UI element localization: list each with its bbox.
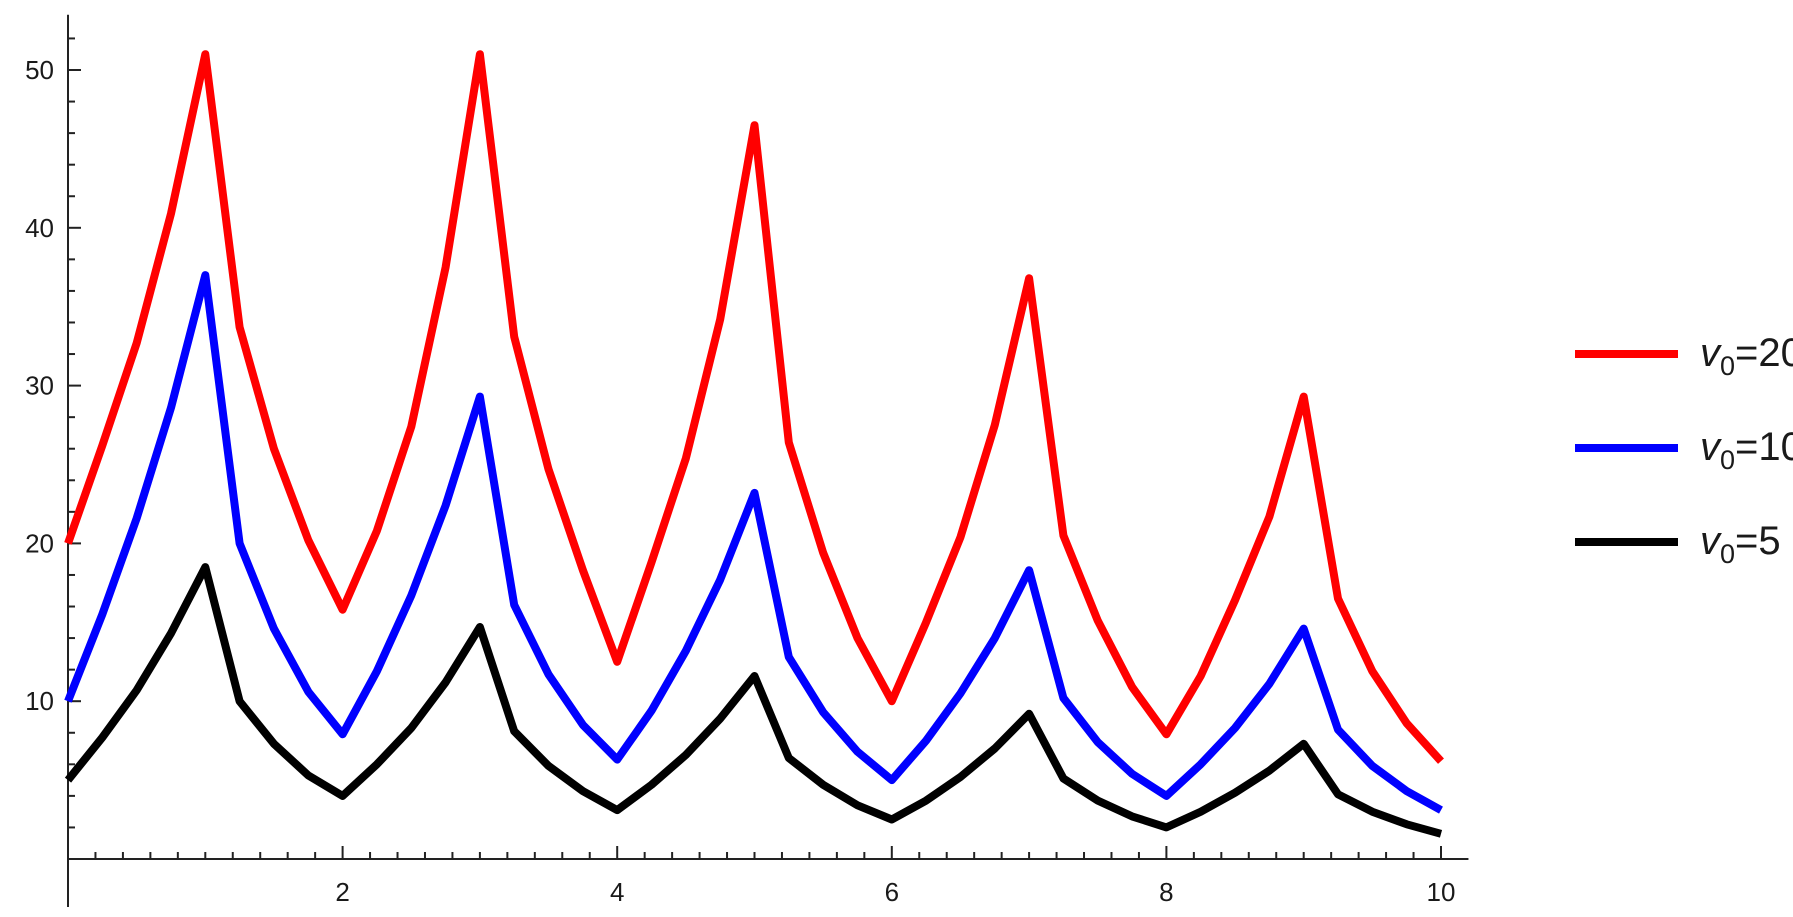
x-tick-label: 2 <box>335 877 349 907</box>
axes: 2 4 6 8 10 10 20 30 40 50 <box>25 14 1469 907</box>
series-line-2 <box>64 271 1443 814</box>
series-line-1 <box>64 50 1444 764</box>
x-tick-label: 10 <box>1427 877 1456 907</box>
legend-label: v0=20 <box>1700 331 1793 381</box>
y-tick-label: 10 <box>25 686 54 716</box>
series-line-3 <box>64 563 1443 838</box>
series-layer <box>64 50 1444 838</box>
y-tick-label: 50 <box>25 55 54 85</box>
y-tick-label: 30 <box>25 371 54 401</box>
x-ticks: 2 4 6 8 10 <box>94 846 1456 907</box>
y-ticks: 10 20 30 40 50 <box>25 37 81 829</box>
legend: v0=20 v0=10 v0=5 <box>1575 331 1793 569</box>
x-tick-label: 6 <box>885 877 899 907</box>
y-tick-label: 20 <box>25 528 54 558</box>
y-tick-label: 40 <box>25 213 54 243</box>
legend-label: v0=5 <box>1700 519 1781 569</box>
x-tick-label: 4 <box>610 877 624 907</box>
legend-label: v0=10 <box>1700 425 1793 475</box>
x-tick-label: 8 <box>1159 877 1173 907</box>
